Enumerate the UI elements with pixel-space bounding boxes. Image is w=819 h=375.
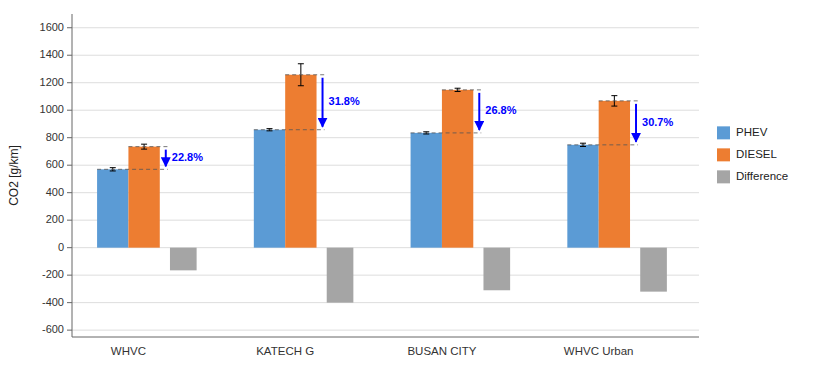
chart: -600 -400 -200 0 200 400 600 800 1000 1200 1400 160… [0, 0, 819, 375]
y-axis-line [72, 14, 73, 337]
y-tick-label: 0 [58, 241, 64, 253]
bar-difference [327, 248, 354, 303]
x-tick-label: BUSAN CITY [407, 345, 476, 357]
y-tick-label: -400 [42, 296, 64, 308]
annotation: 22.8% [172, 151, 203, 163]
bar-difference [483, 248, 510, 291]
legend-swatch [717, 170, 730, 183]
y-tick-label: 1000 [40, 103, 64, 115]
x-tick-label: WHVC Urban [564, 345, 634, 357]
bar-difference [170, 248, 197, 271]
x-axis-line [72, 337, 699, 338]
bar-diesel [599, 101, 630, 248]
y-tick [67, 247, 72, 248]
y-tick-label: -600 [42, 323, 64, 335]
reduction-arrow [635, 104, 637, 142]
bar-difference [640, 248, 667, 292]
legend-swatch [717, 148, 730, 161]
annotation: 30.7% [642, 116, 673, 128]
y-tick [67, 82, 72, 83]
x-tick-label: KATECH G [256, 345, 314, 357]
y-tick [67, 275, 72, 276]
bar-diesel [442, 90, 473, 248]
reference-line [285, 74, 324, 75]
reference-line [442, 89, 481, 90]
y-tick-label: 600 [46, 158, 64, 170]
grid-line [72, 275, 699, 276]
y-tick-label: -200 [42, 268, 64, 280]
bar-diesel [128, 147, 159, 248]
y-tick [67, 137, 72, 138]
legend-swatch [717, 126, 730, 139]
bars [97, 64, 667, 303]
y-tick [67, 27, 72, 28]
reduction-arrow [322, 78, 324, 127]
grid-line [72, 82, 699, 83]
annotations: 22.8% 31.8% 26.8% 30.7% [166, 78, 674, 167]
annotation: 26.8% [485, 104, 516, 116]
y-tick-label: 1600 [40, 21, 64, 33]
y-tick [67, 55, 72, 56]
reference-line [97, 169, 168, 170]
y-tick [67, 330, 72, 331]
bar-phev [411, 133, 442, 248]
reference-line [567, 144, 638, 145]
bar-phev [567, 145, 598, 248]
x-tick-label: WHVC [111, 345, 146, 357]
legend-label: DIESEL [736, 148, 778, 160]
y-grid [72, 28, 699, 330]
legend-label: Difference [736, 170, 788, 182]
annotation: 31.8% [329, 95, 360, 107]
y-axis-label: CO2 [g/km] [7, 145, 21, 206]
y-tick-label: 1200 [40, 76, 64, 88]
grid-line [72, 302, 699, 303]
legend: PHEV DIESEL Difference [717, 126, 788, 183]
y-ticks: -600 -400 -200 0 200 400 600 800 1000 1200 1400 160… [40, 21, 72, 335]
y-tick [67, 110, 72, 111]
reference-line [599, 100, 638, 101]
reduction-arrow [165, 150, 167, 167]
bar-phev [254, 130, 285, 248]
grid-line [72, 27, 699, 28]
y-tick-label: 800 [46, 131, 64, 143]
reference-line [411, 132, 482, 133]
y-tick-label: 200 [46, 213, 64, 225]
y-tick-label: 400 [46, 186, 64, 198]
y-tick [67, 165, 72, 166]
y-tick-label: 1400 [40, 48, 64, 60]
x-ticks: WHVC KATECH G BUSAN CITY WHVC Urban [111, 345, 634, 357]
bar-diesel [285, 75, 316, 248]
bar-phev [97, 169, 128, 247]
y-tick [67, 220, 72, 221]
reference-line [128, 146, 167, 147]
reduction-arrow [478, 93, 480, 130]
grid-line [72, 330, 699, 331]
reference-line [254, 129, 325, 130]
grid-line [72, 55, 699, 56]
y-tick [67, 192, 72, 193]
legend-label: PHEV [736, 126, 768, 138]
y-tick [67, 302, 72, 303]
